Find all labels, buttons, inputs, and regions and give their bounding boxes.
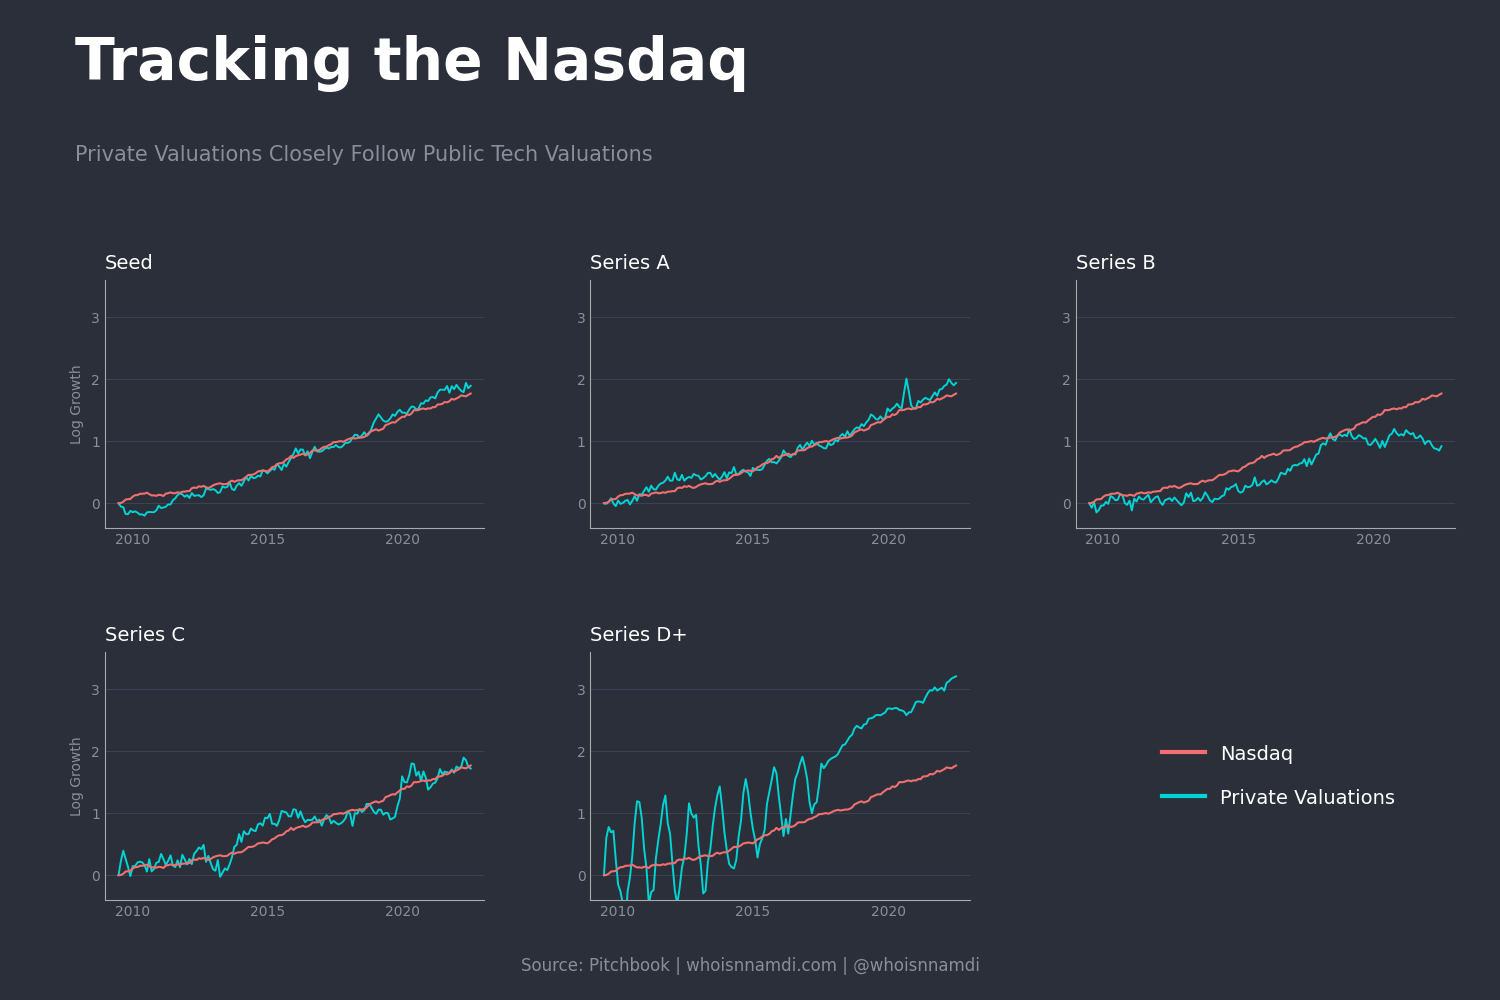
- Text: Series C: Series C: [105, 626, 184, 645]
- Text: Tracking the Nasdaq: Tracking the Nasdaq: [75, 35, 748, 92]
- Legend: Nasdaq, Private Valuations: Nasdaq, Private Valuations: [1143, 724, 1414, 828]
- Y-axis label: Log Growth: Log Growth: [70, 364, 84, 444]
- Text: Series A: Series A: [591, 254, 670, 273]
- Y-axis label: Log Growth: Log Growth: [70, 736, 84, 816]
- Text: Source: Pitchbook | whoisnnamdi.com | @whoisnnamdi: Source: Pitchbook | whoisnnamdi.com | @w…: [520, 957, 980, 975]
- Text: Series B: Series B: [1076, 254, 1155, 273]
- Text: Private Valuations Closely Follow Public Tech Valuations: Private Valuations Closely Follow Public…: [75, 145, 652, 165]
- Text: Seed: Seed: [105, 254, 153, 273]
- Text: Series D+: Series D+: [591, 626, 688, 645]
